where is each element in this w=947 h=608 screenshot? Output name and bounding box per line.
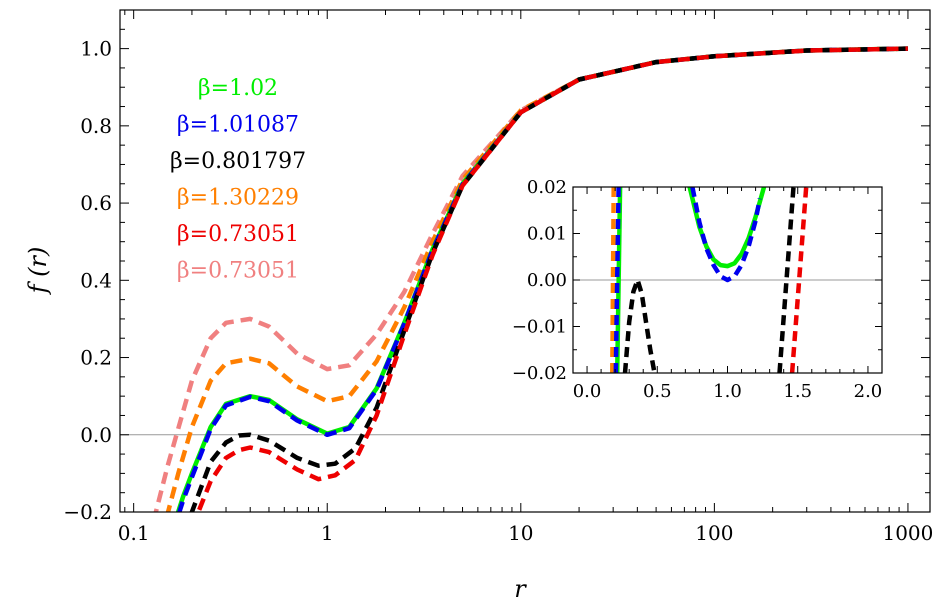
y-tick-label-5: 0.8 — [80, 114, 112, 138]
inset-series-line-1 — [614, 187, 623, 373]
x-tick-label-1: 1 — [321, 521, 334, 545]
main-plot: 0.1 1 10 100 1000 −0.2 0.0 0.2 0.4 0.6 0.8 1.0 — [63, 9, 933, 545]
inset-series-line-5 — [622, 277, 657, 373]
inset-x-tick-label-3: 1.5 — [783, 381, 812, 402]
y-tick-label-1: 0.0 — [80, 423, 112, 447]
legend-entry-3: β=1.30229 — [177, 186, 299, 211]
y-tick-label-0: −0.2 — [63, 500, 112, 524]
series-line-5 — [195, 46, 908, 512]
inset-y-tick-label-1: −0.01 — [512, 317, 567, 338]
series-line-4 — [189, 46, 908, 512]
legend-entry-4: β=0.73051 — [177, 222, 299, 247]
x-tick-label-4: 1000 — [882, 521, 933, 545]
x-tick-label-2: 10 — [508, 521, 533, 545]
y-tick-label-2: 0.2 — [80, 346, 112, 370]
legend-entry-0: β=1.02 — [198, 76, 278, 101]
inset-plot: 0.0 0.5 1.0 1.5 2.0 −0.02 −0.01 0.00 0.01 0.02 — [512, 177, 883, 402]
legend-entry-5: β=0.73051 — [177, 259, 299, 284]
legend: β=1.02 β=1.01087 β=0.801797 β=1.30229 β=0.73… — [170, 76, 306, 284]
y-tick-label-4: 0.6 — [80, 191, 112, 215]
legend-entry-1: β=1.01087 — [177, 113, 299, 138]
inset-y-tick-label-4: 0.02 — [527, 177, 567, 198]
inset-x-tick-label-1: 0.5 — [643, 381, 672, 402]
inset-y-tick-label-3: 0.01 — [527, 224, 567, 245]
inset-y-tick-label-2: 0.00 — [527, 270, 567, 291]
x-tick-label-3: 100 — [695, 521, 733, 545]
inset-x-tick-label-2: 1.0 — [713, 381, 742, 402]
x-tick-label-0: 0.1 — [118, 521, 150, 545]
inset-y-tick-label-0: −0.02 — [512, 363, 567, 384]
y-axis-label: f (r) — [24, 247, 52, 296]
main-curves — [153, 46, 908, 512]
x-axis-label: r — [514, 575, 527, 603]
y-tick-label-3: 0.4 — [80, 268, 112, 292]
legend-entry-2: β=0.801797 — [170, 149, 306, 174]
inset-series-line-4 — [690, 187, 763, 283]
inset-x-tick-label-0: 0.0 — [573, 381, 602, 402]
y-tick-label-6: 1.0 — [80, 37, 112, 61]
inset-curves — [610, 187, 809, 373]
series-line-0 — [153, 46, 908, 512]
inset-x-tick-label-4: 2.0 — [854, 381, 883, 402]
